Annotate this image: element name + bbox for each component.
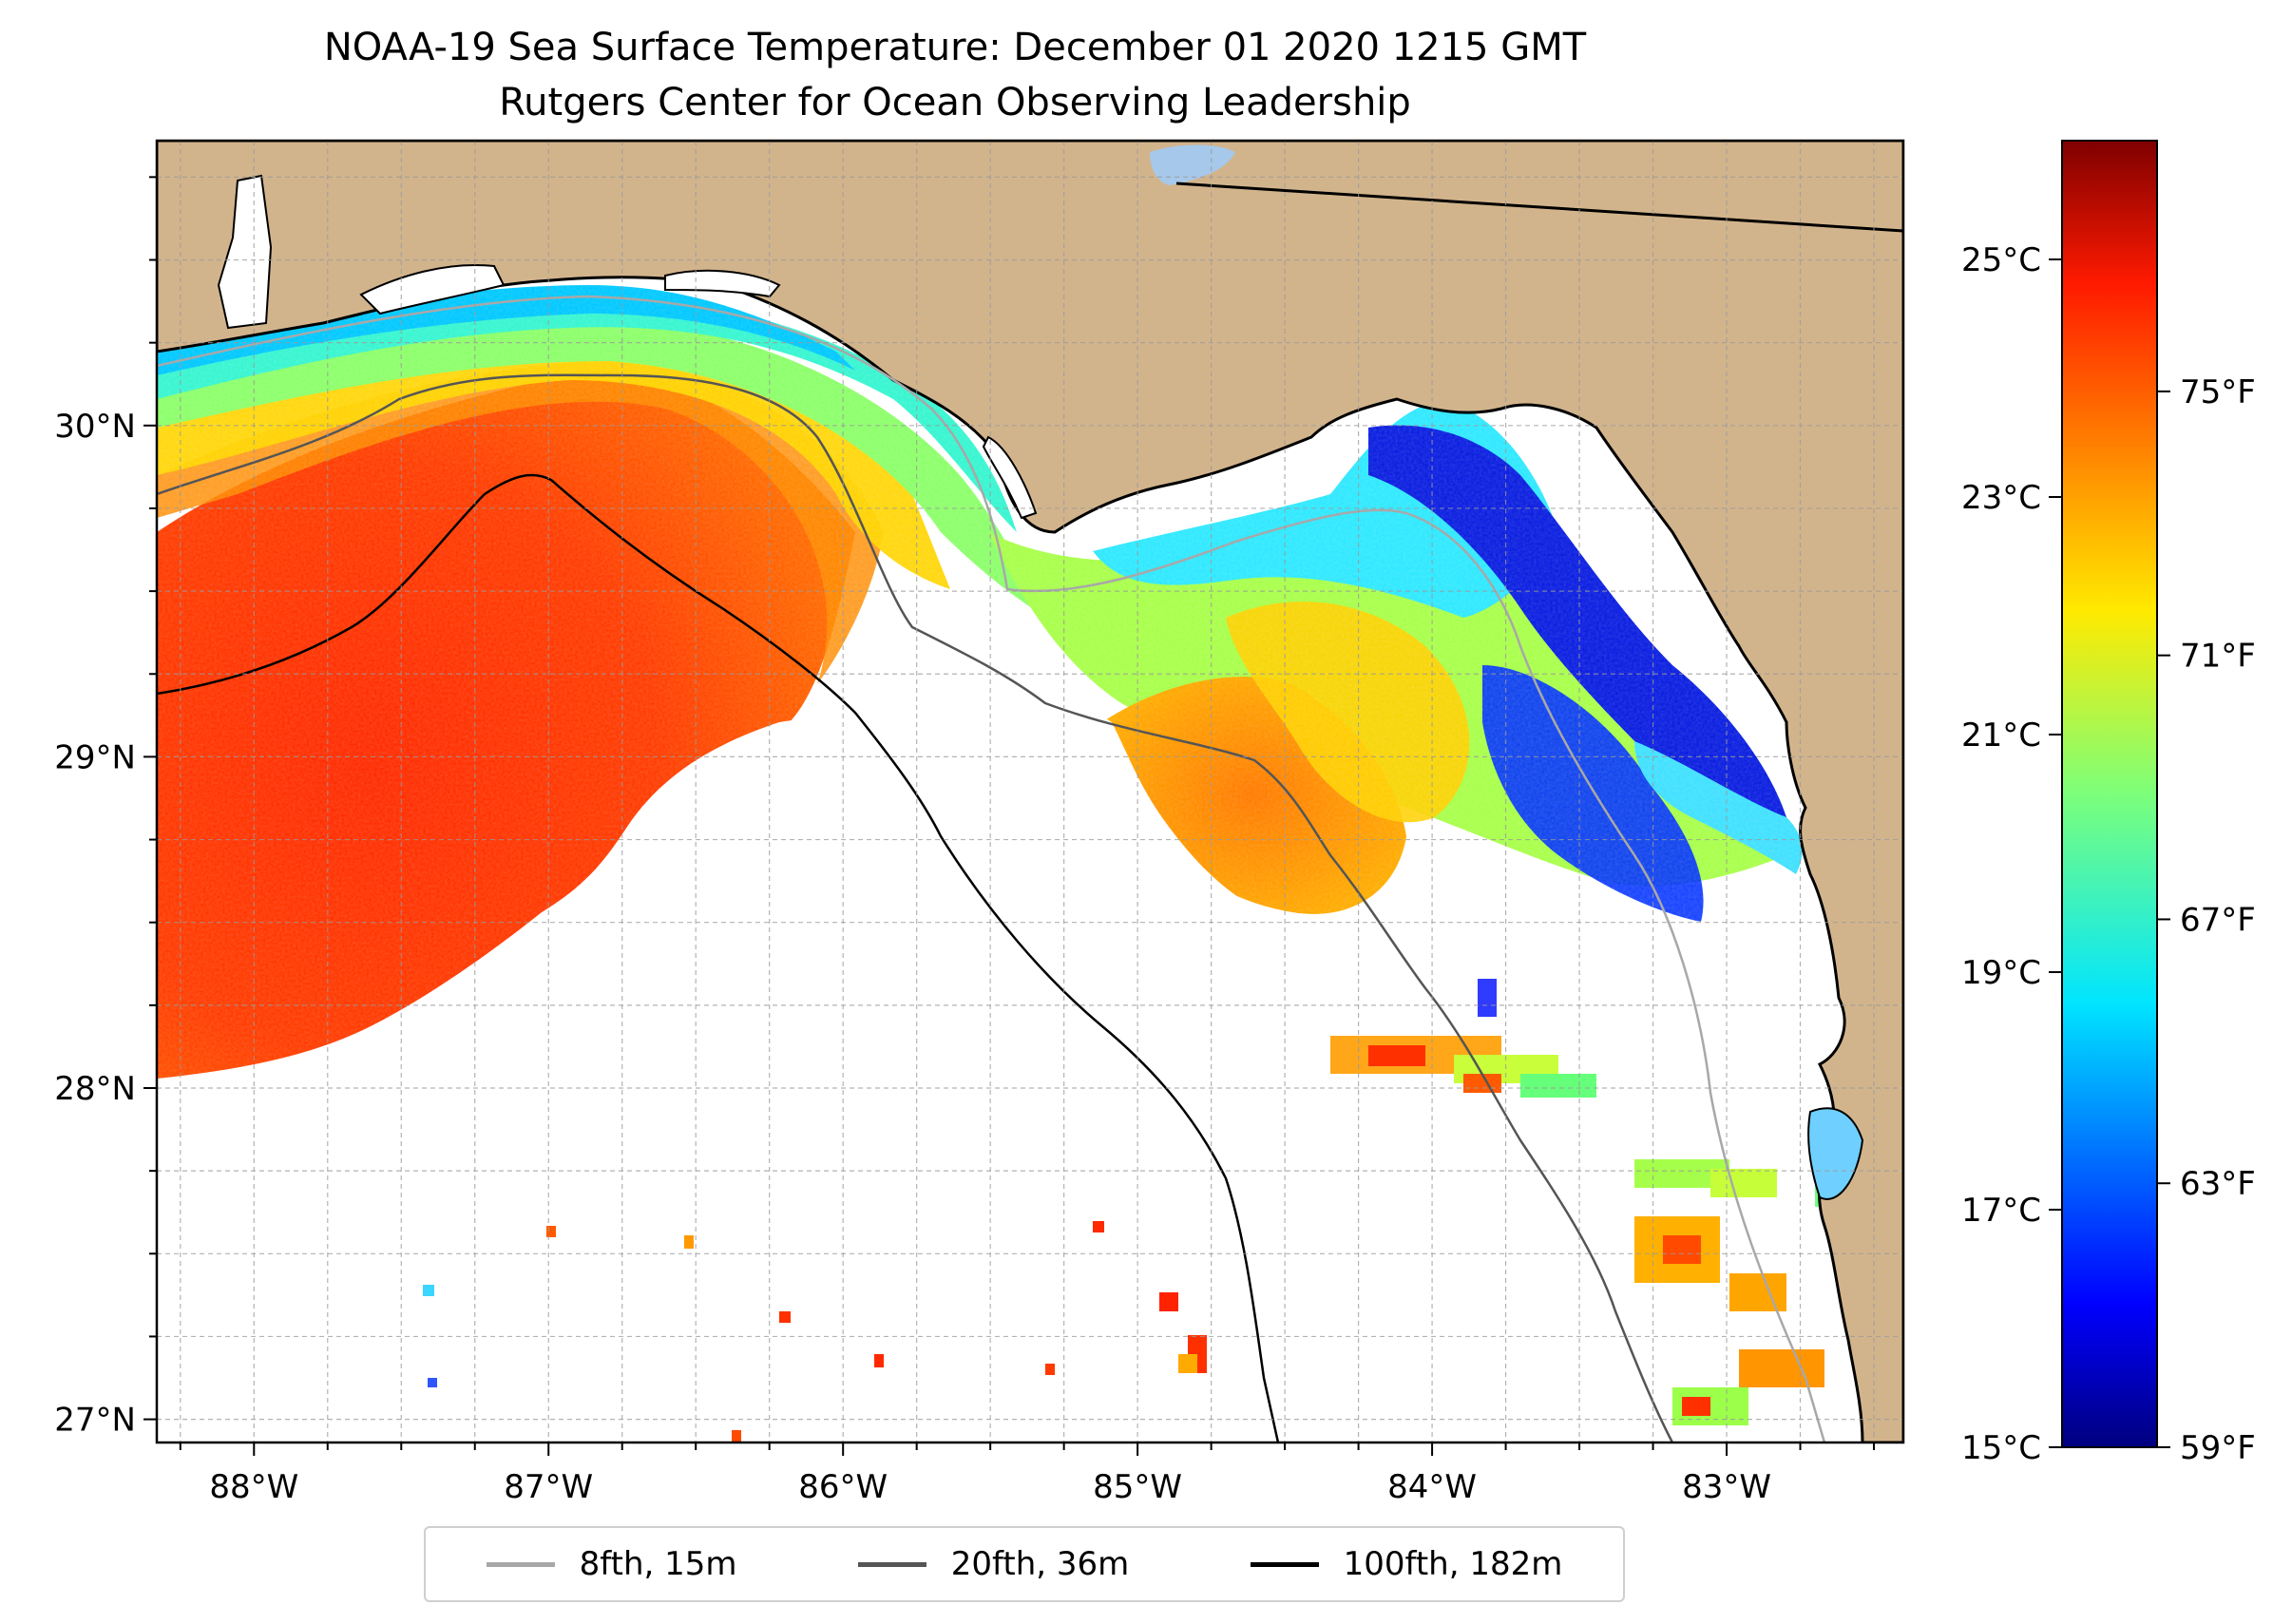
colorbar-c-label: 21°C xyxy=(1961,716,2041,755)
bay-mobile xyxy=(217,174,273,330)
x-tick-label: 86°W xyxy=(798,1468,888,1506)
x-tick-label: 88°W xyxy=(209,1468,298,1506)
legend-item: 8fth, 15m xyxy=(486,1545,737,1583)
colorbar-fahrenheit-axis: 59°F 63°F 67°F 71°F 75°F xyxy=(2157,373,2256,1467)
colorbar-c-label: 19°C xyxy=(1961,954,2041,992)
title-line-1: NOAA-19 Sea Surface Temperature: Decembe… xyxy=(323,26,1587,69)
colorbar-f-label: 59°F xyxy=(2180,1429,2256,1467)
legend-line-swatch xyxy=(486,1561,555,1567)
legend-item: 100fth, 182m xyxy=(1250,1545,1563,1583)
lake xyxy=(1150,144,1235,185)
colorbar-c-label: 25°C xyxy=(1961,241,2041,279)
legend: 8fth, 15m 20fth, 36m 100fth, 182m xyxy=(424,1526,1625,1602)
y-tick-label: 29°N xyxy=(54,738,136,776)
bay-choctawhatchee xyxy=(664,269,781,298)
x-tick-label: 83°W xyxy=(1682,1468,1771,1506)
x-tick-label: 85°W xyxy=(1093,1468,1182,1506)
x-tick-label: 84°W xyxy=(1387,1468,1477,1506)
legend-item: 20fth, 36m xyxy=(857,1545,1130,1583)
bay-tampa xyxy=(1807,1107,1864,1200)
colorbar-f-label: 75°F xyxy=(2180,373,2256,411)
scattered-patches xyxy=(423,979,1872,1442)
land xyxy=(157,141,1903,1442)
title-line-2: Rutgers Center for Ocean Observing Leade… xyxy=(499,81,1411,124)
colorbar-f-label: 71°F xyxy=(2180,638,2256,676)
legend-label: 20fth, 36m xyxy=(950,1545,1130,1583)
grid xyxy=(157,141,1903,1442)
colorbar-c-label: 23°C xyxy=(1961,479,2041,517)
colorbar-f-label: 63°F xyxy=(2180,1165,2256,1203)
colorbar-c-label: 17°C xyxy=(1961,1192,2041,1230)
contour-8fth xyxy=(157,295,1826,1442)
legend-line-swatch xyxy=(1250,1561,1319,1567)
contour-100fth xyxy=(157,473,1280,1442)
bay-pensacola xyxy=(359,264,506,315)
cloud-mask xyxy=(157,699,1903,1442)
state-border xyxy=(1175,182,1903,233)
x-axis: 88°W 87°W 86°W 85°W 84°W 83°W xyxy=(179,1442,1876,1506)
map-frame xyxy=(155,139,1905,1444)
colorbar-c-label: 15°C xyxy=(1961,1429,2041,1467)
y-tick-label: 28°N xyxy=(54,1070,136,1108)
colorbar-f-label: 67°F xyxy=(2180,901,2256,939)
sst-field xyxy=(157,266,1903,1442)
y-tick-label: 30°N xyxy=(54,408,136,446)
bay-apalachicola xyxy=(982,435,1038,520)
colorbar-celsius-axis: 15°C 17°C 19°C 21°C 23°C 25°C xyxy=(1961,241,2062,1467)
colorbar xyxy=(2061,140,2158,1448)
legend-label: 100fth, 182m xyxy=(1343,1545,1563,1583)
legend-line-swatch xyxy=(857,1561,926,1567)
x-tick-label: 87°W xyxy=(504,1468,593,1506)
y-tick-label: 27°N xyxy=(54,1402,136,1440)
legend-label: 8fth, 15m xyxy=(579,1545,737,1583)
y-axis: 27°N 28°N 29°N 30°N xyxy=(54,176,157,1440)
